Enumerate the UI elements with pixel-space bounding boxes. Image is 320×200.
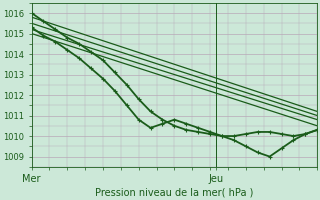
X-axis label: Pression niveau de la mer( hPa ): Pression niveau de la mer( hPa ) bbox=[95, 187, 253, 197]
